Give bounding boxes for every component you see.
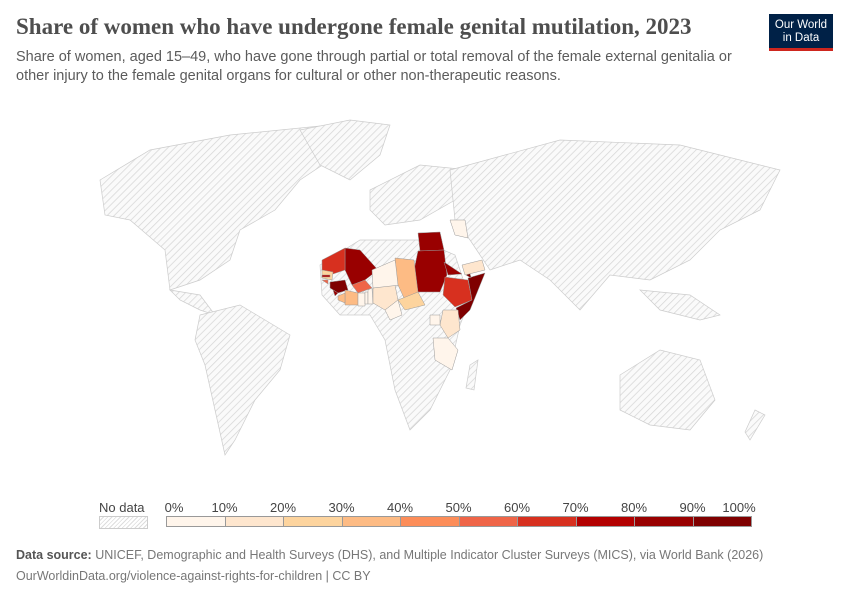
legend-tick-label: 90%: [679, 500, 706, 515]
legend-no-data-label: No data: [99, 500, 145, 515]
europe: [369, 164, 471, 226]
legend-bin[interactable]: [634, 516, 694, 527]
legend-tick-label: 60%: [503, 500, 531, 515]
north-america: [99, 124, 346, 291]
country-togo[interactable]: [364, 291, 369, 305]
legend-bin[interactable]: [692, 516, 752, 527]
legend-tick-label: 20%: [269, 500, 297, 515]
south-america: [194, 304, 291, 456]
country-ethiopia[interactable]: [442, 276, 473, 308]
legend-tick-label: 0%: [164, 500, 184, 515]
legend-bin[interactable]: [575, 516, 635, 527]
country-eritrea[interactable]: [443, 261, 463, 276]
new-zealand: [744, 409, 766, 441]
legend: No data 0% 10% 20% 30% 40% 50% 60% 70% 80% 90% 100…: [0, 495, 850, 535]
country-ghana[interactable]: [357, 292, 366, 307]
country-mauritania[interactable]: [321, 247, 346, 276]
legend-bin[interactable]: [400, 516, 460, 527]
country-egypt[interactable]: [417, 231, 445, 252]
legend-tick-label: 40%: [386, 500, 414, 515]
chart-title: Share of women who have undergone female…: [16, 14, 692, 39]
country-liberia[interactable]: [337, 292, 346, 304]
country-yemen[interactable]: [461, 259, 486, 276]
legend-tick-label: 80%: [620, 500, 648, 515]
australia: [619, 349, 716, 431]
country-benin[interactable]: [367, 287, 374, 305]
legend-bin[interactable]: [517, 516, 577, 527]
owid-logo[interactable]: Our World in Data: [769, 14, 833, 51]
legend-bin[interactable]: [341, 516, 401, 527]
asia: [449, 139, 781, 311]
country-uganda[interactable]: [429, 314, 441, 326]
country-guinea[interactable]: [329, 279, 349, 294]
legend-tick-label: 30%: [328, 500, 355, 515]
legend-bin[interactable]: [224, 516, 284, 527]
chart-subtitle: Share of women, aged 15–49, who have gon…: [16, 49, 732, 84]
data-source: Data source: UNICEF, Demographic and Hea…: [16, 548, 764, 562]
legend-tick-label: 10%: [211, 500, 238, 515]
country-cameroon[interactable]: [384, 299, 403, 321]
source-url[interactable]: OurWorldinData.org/violence-against-righ…: [16, 569, 371, 583]
legend-tick-label: 50%: [445, 500, 472, 515]
country-central-african-republic[interactable]: [397, 291, 426, 311]
legend-no-data-swatch: [99, 516, 148, 529]
country-tanzania[interactable]: [432, 337, 459, 371]
greenland: [299, 119, 391, 181]
central-america: [168, 289, 216, 316]
country-kenya[interactable]: [439, 309, 461, 339]
legend-bin[interactable]: [166, 516, 226, 527]
legend-bin[interactable]: [458, 516, 518, 527]
country-guinea-bissau[interactable]: [321, 279, 329, 285]
country-sierra-leone[interactable]: [332, 289, 339, 297]
country-gambia[interactable]: [321, 274, 331, 278]
madagascar: [465, 359, 479, 391]
country-sudan[interactable]: [413, 249, 448, 293]
legend-tick-label: 70%: [562, 500, 589, 515]
world-map: [99, 119, 781, 456]
legend-bin[interactable]: [283, 516, 343, 527]
legend-tick-label: 100%: [722, 500, 756, 515]
country-iraq[interactable]: [449, 219, 469, 239]
country-somalia[interactable]: [455, 272, 486, 321]
southeast-asia: [639, 289, 721, 321]
no-data-land: [99, 119, 781, 456]
